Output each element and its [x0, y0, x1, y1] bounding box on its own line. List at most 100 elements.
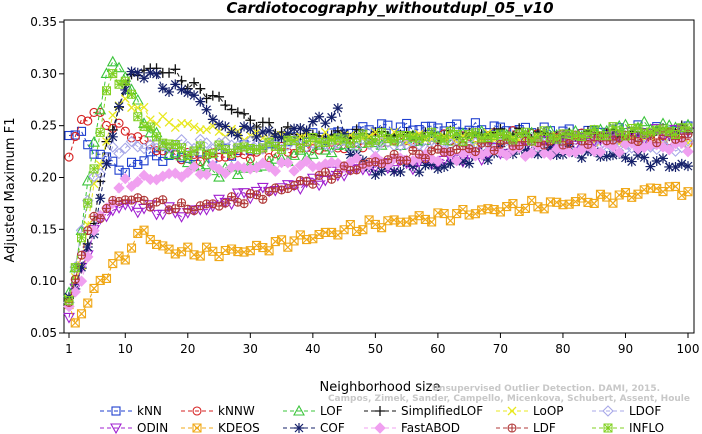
data-point [414, 149, 424, 159]
data-point [326, 112, 337, 123]
data-point [252, 190, 262, 200]
data-point [301, 125, 312, 136]
data-point [226, 104, 237, 115]
data-point [102, 137, 111, 146]
data-point [108, 69, 118, 79]
data-point [652, 125, 662, 135]
data-point [158, 138, 168, 148]
data-point [432, 163, 443, 174]
data-point [70, 274, 80, 284]
legend-label: LOF [320, 404, 343, 418]
x-tick-label: 10 [118, 342, 133, 356]
data-point [76, 126, 87, 136]
legend-item-knnw: kNNW [181, 404, 255, 418]
data-point [445, 126, 455, 136]
data-point [232, 107, 243, 118]
legend-item-knn: kNN [100, 404, 162, 418]
data-point [213, 170, 225, 182]
data-point [345, 138, 355, 148]
data-point [608, 198, 618, 208]
data-point [376, 166, 387, 177]
data-point [333, 169, 343, 179]
data-point [527, 136, 537, 146]
data-point [132, 175, 144, 188]
data-point [483, 133, 493, 143]
data-point [432, 155, 444, 167]
legend-swatch-marker [111, 406, 121, 416]
data-point [551, 149, 562, 160]
data-point [214, 140, 224, 150]
data-point [101, 158, 112, 169]
data-point [156, 209, 169, 221]
data-point [131, 207, 144, 219]
y-tick-label: 0.15 [30, 222, 57, 236]
data-point [189, 146, 199, 156]
data-point [683, 123, 693, 133]
legend-label: ODIN [137, 421, 168, 434]
data-point [251, 131, 262, 142]
data-point [176, 198, 187, 208]
data-point [70, 263, 80, 273]
data-point [319, 143, 332, 155]
data-point [564, 138, 574, 149]
data-point [245, 115, 256, 126]
data-point [239, 108, 250, 119]
data-point [227, 192, 237, 202]
data-point [132, 67, 143, 78]
data-point [658, 124, 668, 134]
legend-label: kNNW [218, 404, 255, 418]
chart-title: Cardiotocography_withoutdupl_05_v10 [226, 0, 553, 17]
data-point [395, 167, 406, 178]
data-point [420, 160, 431, 171]
data-point [120, 84, 131, 95]
data-point [682, 145, 694, 158]
y-tick-label: 0.20 [30, 171, 57, 185]
data-point [308, 179, 318, 189]
series-line [68, 72, 689, 301]
data-point [470, 118, 480, 128]
series-line [68, 185, 689, 325]
legend: kNN kNNW LOF SimplifiedLOF LoOP LDOF ODIN KDEOS… [100, 404, 664, 434]
data-point [125, 180, 138, 193]
data-point [83, 198, 93, 208]
legend-swatch-marker [602, 405, 614, 417]
data-point [119, 142, 132, 155]
data-point [364, 138, 374, 148]
x-tick-label: 80 [555, 342, 570, 356]
data-point [633, 136, 643, 147]
data-point [119, 172, 131, 185]
series-line [68, 71, 689, 298]
data-point [252, 145, 262, 155]
data-point [64, 296, 74, 306]
legend-swatch-marker [603, 423, 613, 433]
series-fastabod [63, 137, 694, 313]
legend-item-fastabod: FastABOD [364, 421, 460, 434]
data-point [95, 127, 105, 137]
x-tick-label: 100 [677, 342, 700, 356]
y-tick-label: 0.35 [30, 15, 57, 29]
data-point [127, 89, 137, 99]
data-point [664, 161, 675, 172]
series-cof [64, 66, 693, 303]
legend-label: LDOF [629, 404, 661, 418]
data-point [114, 79, 124, 89]
legend-label: FastABOD [401, 421, 460, 434]
data-point [620, 152, 631, 163]
legend-label: kNN [137, 404, 162, 418]
legend-item-ldf: LDF [496, 421, 556, 434]
data-point [106, 55, 119, 67]
data-point [276, 132, 287, 143]
data-point [150, 209, 163, 221]
data-point [270, 141, 280, 151]
data-point [126, 66, 137, 77]
data-point [264, 125, 275, 136]
data-point [64, 152, 74, 162]
legend-label: KDEOS [218, 421, 260, 434]
data-point [227, 148, 237, 158]
data-point [231, 168, 244, 180]
data-point [258, 143, 268, 153]
data-point [195, 96, 206, 107]
data-point [108, 258, 118, 269]
data-point [288, 149, 301, 160]
data-point [402, 130, 412, 140]
